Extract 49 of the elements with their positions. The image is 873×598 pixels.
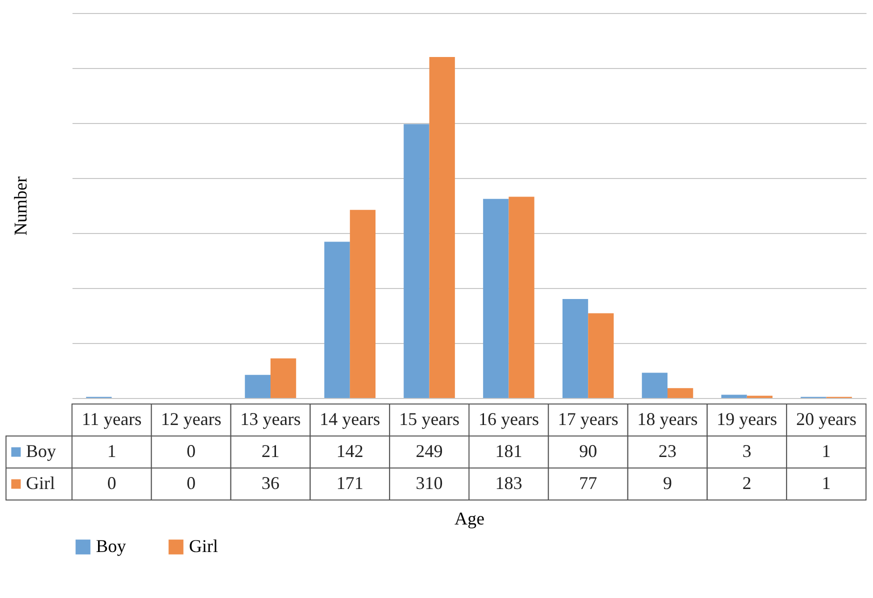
legend-label: Boy (26, 441, 56, 461)
data-label: 1 (822, 473, 831, 493)
data-label: 2 (742, 473, 752, 493)
x-tick-label: 11 years (82, 409, 142, 429)
x-tick-label: 14 years (320, 409, 380, 429)
data-label: 171 (336, 473, 364, 493)
x-tick-label: 17 years (558, 409, 618, 429)
bar (668, 388, 694, 398)
data-label: 23 (658, 441, 676, 461)
data-label: 90 (579, 441, 598, 461)
data-label: 9 (663, 473, 672, 493)
x-tick-label: 18 years (637, 409, 698, 429)
legend-label: Girl (189, 536, 218, 556)
text: Girl (26, 473, 55, 493)
bar (721, 394, 747, 398)
data-label: 3 (742, 441, 752, 461)
text: Boy (96, 536, 126, 556)
bar (404, 124, 430, 398)
data-label: 183 (495, 473, 522, 493)
x-tick-label: 13 years (240, 409, 301, 429)
data-label: 1 (822, 441, 831, 461)
x-tick-label: 19 years (716, 409, 778, 429)
bar (508, 196, 534, 398)
bar (642, 372, 668, 398)
data-label: 1 (107, 441, 116, 461)
x-axis-title: Age (454, 508, 484, 528)
bar (350, 210, 376, 398)
data-label: 249 (416, 441, 443, 461)
x-tick-label: 15 years (399, 409, 460, 429)
data-label: 0 (186, 473, 196, 493)
x-tick-label: 16 years (478, 409, 539, 429)
data-label: 21 (262, 441, 280, 461)
bar (244, 374, 270, 398)
data-label: 36 (262, 473, 280, 493)
data-label: 310 (416, 473, 443, 493)
bar (588, 313, 614, 398)
bar (270, 358, 296, 398)
y-axis-title: Number (10, 176, 30, 236)
bar (324, 242, 350, 398)
data-label: 181 (495, 441, 522, 461)
data-label: 77 (579, 473, 598, 493)
x-tick-label: 20 years (796, 409, 857, 429)
x-tick-label: 12 years (160, 409, 222, 429)
data-label: 142 (336, 441, 364, 461)
data-label: 0 (186, 441, 196, 461)
bar (483, 198, 509, 398)
bar (429, 57, 455, 398)
data-label: 0 (107, 473, 116, 493)
bar (562, 299, 588, 398)
